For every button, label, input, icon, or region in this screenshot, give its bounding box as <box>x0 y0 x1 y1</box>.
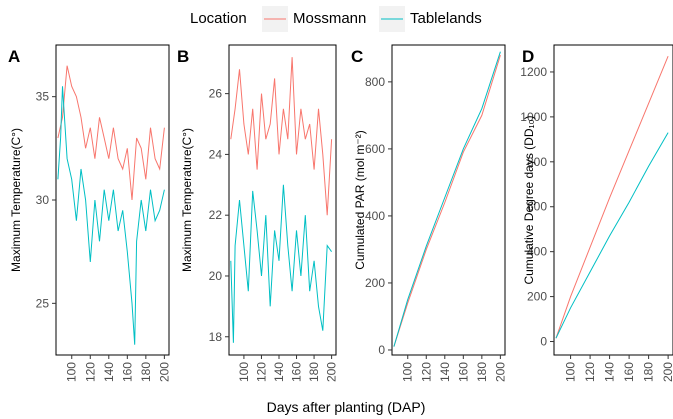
x-tick-label: 180 <box>475 362 489 382</box>
legend-label-tablelands: Tablelands <box>410 10 482 27</box>
x-tick-label: 180 <box>139 362 153 382</box>
x-tick-label: 140 <box>438 362 452 382</box>
x-tick-label: 100 <box>237 362 251 382</box>
y-tick-label: 1000 <box>520 110 547 124</box>
panel-a: A 25 30 35 100 120 140 160 180 200 Maximum Tempera… <box>8 44 171 382</box>
y-tick-label: 25 <box>36 296 50 310</box>
x-tick-label: 100 <box>401 362 415 382</box>
y-tick-label: 20 <box>209 269 223 283</box>
series-line-tablelands-b <box>230 184 333 343</box>
y-axis-label-b: Maximum Temperature(C°) <box>180 128 194 272</box>
y-tick-label: 200 <box>365 276 385 290</box>
y-tick-label: 800 <box>365 75 385 89</box>
x-axis-label: Days after planting (DAP) <box>267 399 426 415</box>
series-line-tablelands-d <box>555 132 669 339</box>
y-tick-label: 600 <box>365 142 385 156</box>
x-tick-label: 180 <box>307 362 321 382</box>
x-tick-label: 200 <box>325 362 339 382</box>
panel-frame-d <box>553 44 673 356</box>
panel-tag-c: C <box>351 47 363 66</box>
y-tick-label: 0 <box>540 335 547 349</box>
y-tick-label: 18 <box>209 330 223 344</box>
x-tick-label: 120 <box>583 362 597 382</box>
y-tick-label: 400 <box>365 209 385 223</box>
panel-c: C 0 200 400 600 800 100 120 140 160 180 200 Cumulate… <box>351 44 507 382</box>
legend-label-mossmann: Mossmann <box>293 10 366 27</box>
y-axis-label-a: Maximum Temperature(C°) <box>9 128 23 272</box>
y-axis-label-c: Cumulated PAR (mol m⁻²) <box>353 130 367 269</box>
y-tick-label: 1200 <box>520 65 547 79</box>
x-tick-label: 180 <box>642 362 656 382</box>
panel-frame-b <box>228 44 337 356</box>
y-tick-label: 22 <box>209 208 223 222</box>
x-tick-label: 160 <box>290 362 304 382</box>
series-line-tablelands-c <box>393 51 501 347</box>
y-tick-label: 35 <box>36 90 50 104</box>
y-axis-label-d: Cumulative Degree days (DD₁₀) <box>522 115 536 284</box>
x-tick-label: 140 <box>272 362 286 382</box>
series-line-mossmann-d <box>555 56 669 339</box>
y-tick-label: 400 <box>527 245 547 259</box>
legend: Location Mossmann Tablelands <box>190 6 482 32</box>
y-tick-label: 30 <box>36 193 50 207</box>
y-tick-label: 0 <box>378 343 385 357</box>
panel-tag-d: D <box>522 47 534 66</box>
x-tick-label: 200 <box>493 362 507 382</box>
x-tick-label: 160 <box>120 362 134 382</box>
panel-tag-b: B <box>177 47 189 66</box>
series-line-mossmann-c <box>393 54 501 347</box>
panel-b: B 18 20 22 24 26 100 120 140 160 180 200 Maximum Tem… <box>177 44 339 382</box>
x-tick-label: 120 <box>83 362 97 382</box>
x-tick-label: 140 <box>603 362 617 382</box>
x-tick-label: 160 <box>622 362 636 382</box>
y-tick-label: 600 <box>527 200 547 214</box>
legend-title: Location <box>190 10 247 27</box>
y-tick-label: 24 <box>209 147 223 161</box>
panel-frame-c <box>391 44 506 356</box>
y-tick-label: 800 <box>527 155 547 169</box>
x-tick-label: 120 <box>254 362 268 382</box>
y-tick-label: 200 <box>527 290 547 304</box>
x-tick-label: 120 <box>419 362 433 382</box>
series-line-mossmann-b <box>230 57 333 216</box>
x-tick-label: 160 <box>456 362 470 382</box>
x-tick-label: 100 <box>65 362 79 382</box>
y-tick-label: 26 <box>209 87 223 101</box>
panel-tag-a: A <box>8 47 20 66</box>
series-line-mossmann-a <box>57 65 165 201</box>
x-tick-label: 200 <box>157 362 171 382</box>
panel-d: D 0 200 400 600 800 1000 1200 100 120 140 160 180 200… <box>520 44 673 382</box>
x-tick-label: 100 <box>564 362 578 382</box>
series-line-tablelands-a <box>57 86 165 345</box>
x-tick-label: 140 <box>102 362 116 382</box>
x-tick-label: 200 <box>661 362 673 382</box>
